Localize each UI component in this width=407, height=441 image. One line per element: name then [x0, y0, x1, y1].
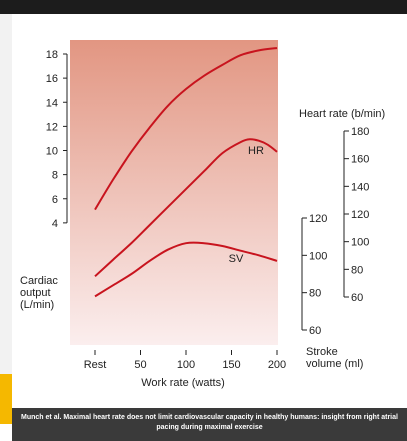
x-axis-tick-label: 150 [222, 359, 240, 371]
stroke-volume-tick-label: 80 [309, 288, 321, 300]
cardiac-output-tick-label: 10 [46, 146, 58, 158]
series-label-hr: HR [248, 145, 264, 157]
series-label-sv: SV [229, 253, 244, 265]
top-bar [0, 0, 407, 14]
footer: Munch et al. Maximal heart rate does not… [12, 408, 407, 441]
cardiac-output-tick-label: 6 [52, 194, 58, 206]
stroke-volume-axis-title-line2: volume (ml) [306, 358, 363, 370]
cardiac-output-tick-label: 8 [52, 170, 58, 182]
x-axis-title: Work rate (watts) [141, 377, 225, 389]
cardiac-output-axis-title-line1: Cardiac [20, 275, 58, 287]
x-axis-tick-label: Rest [84, 359, 107, 371]
cardiac-output-axis-title-line2: output [20, 287, 51, 299]
footer-citation: Munch et al. Maximal heart rate does not… [21, 414, 398, 431]
cardiac-output-tick-label: 12 [46, 121, 58, 133]
cardiac-output-axis-title-line3: (L/min) [20, 299, 54, 311]
heart-rate-tick-label: 120 [351, 209, 369, 221]
accent-bar [0, 374, 12, 424]
stroke-volume-tick-label: 120 [309, 213, 327, 225]
plot-background [70, 40, 278, 345]
x-axis-tick-label: 200 [268, 359, 286, 371]
series-line-co [94, 47, 278, 211]
x-axis-tick-label: 100 [177, 359, 195, 371]
series-line-hr [94, 138, 278, 278]
heart-rate-tick-label: 80 [351, 264, 363, 276]
series-line-sv [94, 241, 278, 298]
stroke-volume-tick-label: 60 [309, 325, 321, 337]
cardiac-output-tick-label: 14 [46, 97, 58, 109]
cardiac-output-tick-label: 16 [46, 73, 58, 85]
stroke-volume-axis-title-line1: Stroke [306, 346, 338, 358]
heart-rate-tick-label: 100 [351, 237, 369, 249]
cardiac-output-tick-label: 18 [46, 49, 58, 61]
heart-rate-tick-label: 140 [351, 181, 369, 193]
x-axis-tick-label: 50 [134, 359, 146, 371]
stroke-volume-tick-label: 100 [309, 250, 327, 262]
cardiac-output-tick-label: 4 [52, 218, 58, 230]
heart-rate-tick-label: 180 [351, 126, 369, 138]
left-band [0, 14, 12, 374]
heart-rate-tick-label: 160 [351, 154, 369, 166]
heart-rate-axis-title: Heart rate (b/min) [299, 108, 385, 120]
heart-rate-tick-label: 60 [351, 292, 363, 304]
